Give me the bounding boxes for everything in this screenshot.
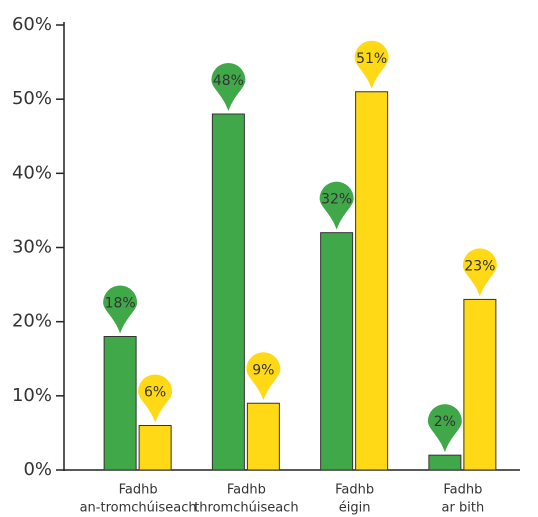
value-label: 32% (321, 192, 352, 208)
x-tick-label: éigin (339, 501, 371, 516)
value-pin (319, 181, 354, 230)
value-pin (427, 404, 462, 453)
bar (463, 298, 497, 471)
bar (138, 425, 172, 471)
value-label: 18% (105, 296, 136, 312)
x-tick-label: Fadhb (335, 483, 374, 498)
x-tick-label: an-tromchúiseach (80, 501, 197, 516)
value-label: 6% (144, 385, 166, 401)
bar (355, 91, 389, 471)
value-pin (462, 248, 497, 297)
y-tick-label: 60% (12, 14, 52, 35)
value-label: 9% (252, 362, 274, 378)
value-pin (354, 40, 389, 89)
value-label: 48% (213, 73, 244, 89)
y-tick-label: 20% (12, 311, 52, 332)
value-label: 23% (464, 258, 495, 274)
y-tick-label: 50% (12, 88, 52, 109)
x-tick-label: Fadhb (443, 483, 482, 498)
y-tick-label: 40% (12, 162, 52, 183)
value-pin (103, 285, 138, 334)
x-tick-label: ar bith (442, 501, 485, 516)
value-pin (246, 352, 281, 401)
value-label: 51% (356, 51, 387, 67)
y-tick-label: 10% (12, 385, 52, 406)
bar (103, 336, 137, 471)
bar (320, 232, 354, 471)
bar (428, 454, 462, 471)
bar (246, 402, 280, 471)
value-label: 2% (434, 414, 456, 430)
x-tick-label: Fadhb (119, 483, 158, 498)
value-pin (138, 374, 173, 423)
x-tick-label: Fadhb (227, 483, 266, 498)
bar (211, 113, 245, 471)
y-tick-label: 0% (23, 459, 52, 480)
x-tick-label: thromchúiseach (194, 501, 298, 516)
value-pin (211, 63, 246, 111)
y-tick-label: 30% (12, 237, 52, 258)
